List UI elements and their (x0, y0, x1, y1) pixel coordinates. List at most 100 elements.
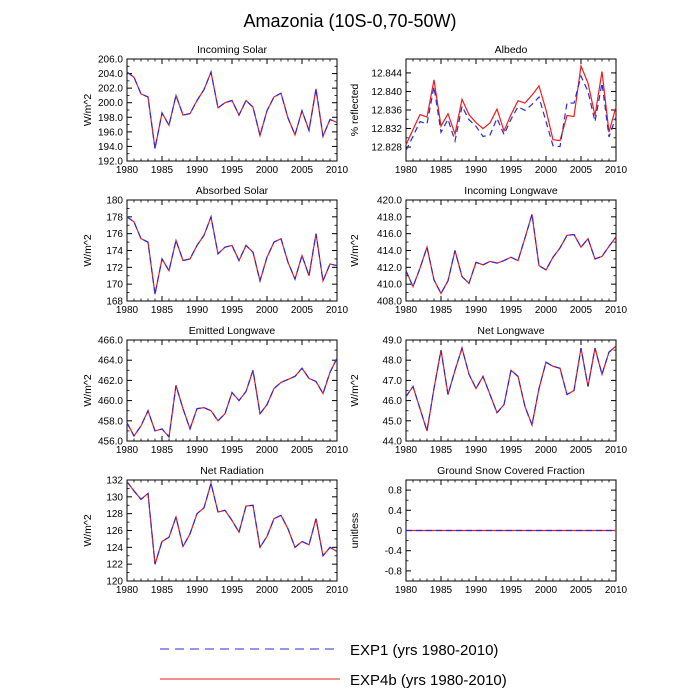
y-tick-label: 120 (106, 577, 123, 588)
x-tick-label: 2000 (535, 445, 558, 456)
y-tick-label: 192.0 (98, 157, 123, 168)
y-tick-label: 12.844 (371, 68, 402, 79)
y-tick-label: 12.840 (371, 87, 402, 98)
y-tick-label: 0.4 (388, 506, 402, 517)
y-tick-label: 12.832 (371, 124, 402, 135)
figure-title: Amazonia (10S-0,70-50W) (243, 11, 456, 31)
y-axis-label: W/m^2 (82, 374, 94, 407)
x-tick-label: 2010 (605, 165, 628, 176)
y-tick-label: 194.0 (98, 142, 123, 153)
y-tick-label: 12.828 (371, 143, 402, 154)
x-tick-label: 1985 (151, 165, 174, 176)
x-tick-label: 1985 (151, 585, 174, 596)
y-axis-label: W/m^2 (82, 94, 94, 127)
x-tick-label: 1995 (500, 445, 523, 456)
y-axis-label: W/m^2 (82, 514, 94, 547)
y-tick-label: 408.0 (377, 297, 402, 308)
x-tick-label: 2005 (570, 305, 593, 316)
series-line-exp1 (405, 74, 617, 151)
y-tick-label: 0 (396, 526, 402, 537)
x-tick-label: 1995 (221, 305, 244, 316)
y-tick-label: 132 (106, 476, 123, 487)
x-tick-label: 1980 (395, 585, 418, 596)
chart-panel-7: Net Radiation 1980 1985 1990 1995 2000 2005 201… (82, 465, 349, 596)
panel-grid: Incoming Solar 1980 1985 1990 1995 2000 2005 20… (82, 44, 628, 596)
y-tick-label: 196.0 (98, 127, 123, 138)
y-axis-label: unitless (349, 513, 361, 549)
y-tick-label: 176 (106, 229, 123, 240)
x-tick-label: 1990 (186, 445, 209, 456)
y-tick-label: 122 (106, 560, 123, 571)
x-tick-label: 2010 (605, 445, 628, 456)
x-tick-label: 1985 (151, 305, 174, 316)
y-tick-label: 458.0 (98, 416, 123, 427)
y-tick-label: 412.0 (377, 263, 402, 274)
series-line-exp1 (126, 70, 338, 149)
y-tick-label: 168 (106, 297, 123, 308)
x-tick-label: 2010 (605, 305, 628, 316)
y-tick-label: 48.0 (383, 356, 403, 367)
x-tick-label: 2000 (256, 165, 279, 176)
x-tick-label: 2000 (535, 305, 558, 316)
series-line-exp1 (126, 214, 338, 295)
panel-title: Emitted Longwave (189, 325, 276, 337)
y-tick-label: 464.0 (98, 356, 123, 367)
x-tick-label: 1995 (500, 305, 523, 316)
y-tick-label: 418.0 (377, 212, 402, 223)
y-tick-label: 202.0 (98, 84, 123, 95)
panel-title: Incoming Solar (197, 44, 268, 56)
x-tick-label: 2010 (326, 585, 349, 596)
x-tick-label: 1995 (221, 445, 244, 456)
series-line-exp4b (405, 345, 617, 432)
x-tick-label: 2005 (291, 585, 314, 596)
y-tick-label: 0.8 (388, 486, 402, 497)
x-tick-label: 1990 (465, 585, 488, 596)
x-tick-label: 1990 (465, 445, 488, 456)
series-line-exp4b (405, 63, 617, 146)
y-axis-label: W/m^2 (349, 374, 361, 407)
series-line-exp4b (405, 214, 617, 295)
plot-frame (126, 339, 338, 442)
chart-panel-5: Emitted Longwave 1980 1985 1990 1995 2000 2005… (82, 325, 349, 456)
x-tick-label: 2000 (535, 165, 558, 176)
y-axis-label: % reflected (349, 84, 361, 137)
y-tick-label: 44.0 (383, 437, 403, 448)
x-tick-label: 1985 (430, 305, 453, 316)
legend-label-exp4b: EXP4b (yrs 1980-2010) (350, 672, 507, 689)
y-tick-label: 462.0 (98, 376, 123, 387)
x-tick-label: 2000 (256, 305, 279, 316)
legend-label-exp1: EXP1 (yrs 1980-2010) (350, 642, 498, 659)
chart-panel-1: Incoming Solar 1980 1985 1990 1995 2000 2005 20… (82, 44, 349, 176)
x-tick-label: 2005 (291, 305, 314, 316)
series-line-exp1 (405, 345, 617, 432)
chart-panel-4: Incoming Longwave 1980 1985 1990 1995 2000 200… (349, 185, 628, 316)
y-tick-label: 46.0 (383, 396, 403, 407)
chart-panel-8: Ground Snow Covered Fraction 1980 1985 1990… (349, 465, 628, 596)
chart-panel-3: Absorbed Solar 1980 1985 1990 1995 2000 2005 20… (82, 185, 349, 316)
x-tick-label: 2010 (326, 165, 349, 176)
x-tick-label: 1990 (186, 585, 209, 596)
y-tick-label: 128 (106, 509, 123, 520)
plot-frame (126, 199, 338, 302)
x-tick-label: 1985 (430, 445, 453, 456)
x-tick-label: 2005 (570, 445, 593, 456)
y-tick-label: 180 (106, 196, 123, 207)
y-tick-label: 200.0 (98, 98, 123, 109)
y-axis-label: W/m^2 (82, 234, 94, 267)
x-tick-label: 2010 (326, 305, 349, 316)
y-tick-label: 420.0 (377, 196, 402, 207)
x-tick-label: 1995 (500, 165, 523, 176)
y-tick-label: 410.0 (377, 280, 402, 291)
panel-title: Incoming Longwave (464, 185, 558, 197)
legend: EXP1 (yrs 1980-2010) EXP4b (yrs 1980-201… (160, 642, 507, 689)
y-tick-label: 198.0 (98, 113, 123, 124)
y-tick-label: 414.0 (377, 246, 402, 257)
x-tick-label: 2000 (256, 445, 279, 456)
y-tick-label: 47.0 (383, 376, 403, 387)
x-tick-label: 1980 (116, 445, 139, 456)
y-tick-label: 12.836 (371, 106, 402, 117)
y-tick-label: 170 (106, 280, 123, 291)
y-tick-label: 204.0 (98, 69, 123, 80)
x-tick-label: 2005 (291, 445, 314, 456)
